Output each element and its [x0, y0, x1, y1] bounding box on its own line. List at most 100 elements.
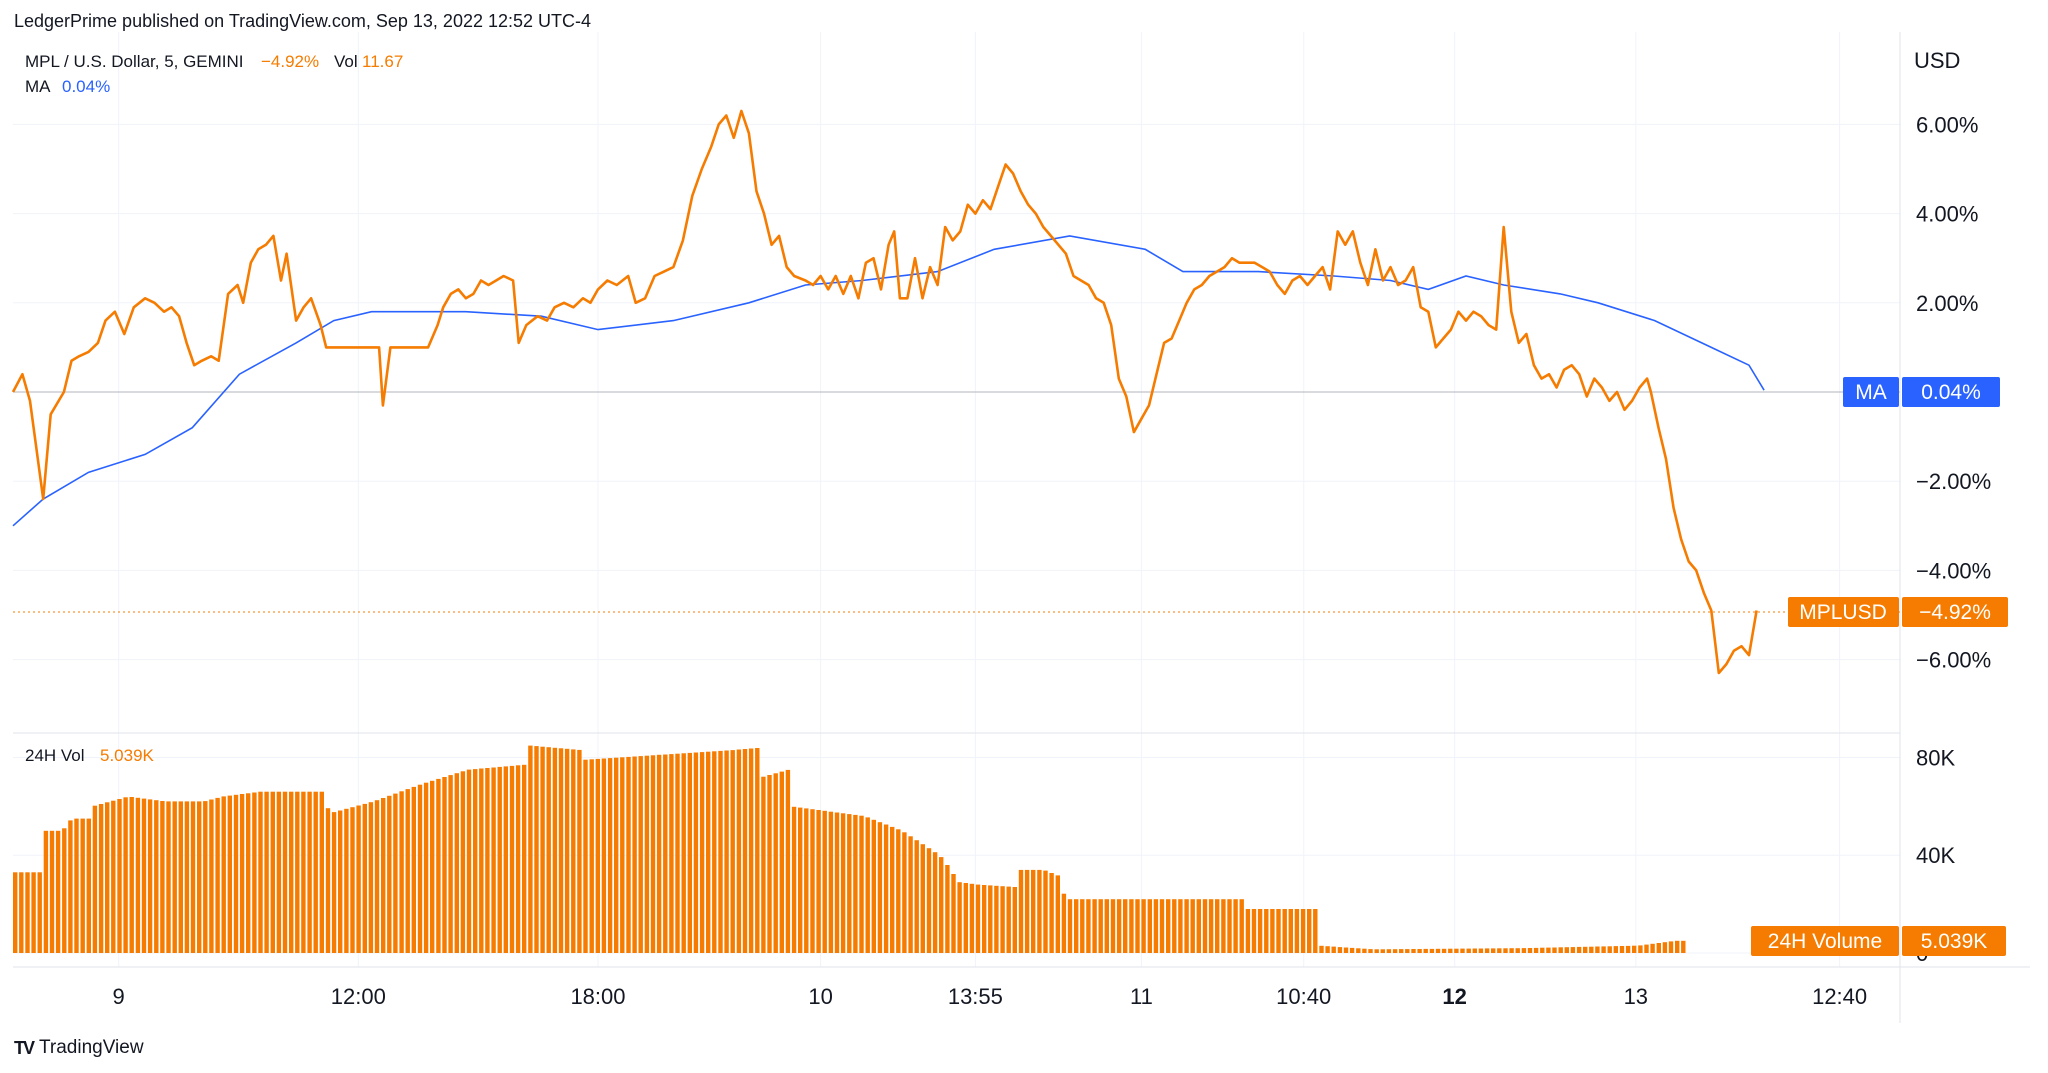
volume-bar: [442, 777, 447, 953]
volume-bar: [1215, 899, 1220, 953]
volume-bar: [1472, 948, 1477, 953]
volume-bar: [184, 801, 190, 953]
volume-bar: [338, 810, 343, 953]
volume-bar: [479, 768, 484, 953]
volume-bar: [957, 882, 962, 953]
volume-bar: [141, 798, 147, 953]
volume-bar: [558, 748, 564, 953]
time-axis[interactable]: 9 12:00 18:00 10 13:55 11 10:40 12 13 12:40: [113, 984, 1868, 1009]
legend-change: −4.92%: [261, 52, 319, 71]
volume-bar: [932, 852, 938, 953]
volume-badge-value: 5.039K: [1921, 930, 1988, 953]
legend-vol24-label[interactable]: 24H Vol: [25, 746, 85, 765]
volume-bar: [1178, 899, 1183, 953]
volume-bar: [883, 824, 889, 953]
legend-vol-value: 11.67: [362, 52, 403, 71]
volume-bar: [393, 793, 398, 953]
time-tick-label: 12:40: [1812, 984, 1867, 1009]
volume-bar: [595, 758, 600, 953]
price-tick-label: −6.00%: [1916, 648, 1991, 673]
volume-bar: [620, 757, 625, 953]
volume-bar: [1325, 946, 1330, 953]
volume-bar: [926, 848, 932, 953]
volume-bar: [350, 807, 355, 953]
volume-bar: [1644, 944, 1649, 953]
volume-bar: [908, 836, 913, 953]
volume-bar: [528, 745, 533, 953]
time-tick-label: 11: [1130, 984, 1153, 1009]
ma-badge-name: MA: [1855, 381, 1887, 404]
volume-bar: [1067, 899, 1073, 953]
volume-bar: [31, 872, 36, 953]
volume-bar: [19, 872, 24, 953]
volume-bar: [301, 791, 306, 953]
volume-bar: [1159, 899, 1165, 953]
volume-bar: [509, 765, 515, 953]
volume-bar: [497, 766, 502, 953]
volume-bar: [650, 755, 656, 953]
volume-bar: [460, 771, 466, 953]
volume-bar: [1521, 948, 1527, 953]
volume-bar: [546, 747, 551, 953]
volume-bar: [381, 798, 386, 953]
volume-bar: [43, 830, 49, 953]
volume-bar: [607, 758, 613, 953]
volume-bar: [1625, 945, 1631, 953]
volume-bar: [1184, 899, 1189, 953]
volume-bar: [307, 791, 312, 953]
volume-bar: [1074, 899, 1079, 953]
volume-bar: [1399, 949, 1404, 953]
volume-bar: [877, 822, 883, 953]
volume-bar: [197, 801, 202, 953]
volume-bar: [1337, 947, 1343, 953]
volume-bar: [1202, 899, 1208, 953]
volume-bar: [1282, 909, 1287, 953]
time-tick-label: 12:00: [331, 984, 386, 1009]
volume-tick-label: 40K: [1916, 843, 1955, 868]
volume-bar: [154, 800, 159, 953]
volume-bar: [221, 796, 226, 953]
volume-bar: [160, 801, 165, 953]
volume-bar: [534, 746, 539, 953]
legend-symbol[interactable]: MPL / U.S. Dollar, 5, GEMINI: [25, 52, 244, 71]
volume-bar: [1012, 887, 1017, 953]
volume-bar: [571, 749, 576, 953]
volume-bar: [1466, 948, 1471, 953]
volume-bar: [859, 815, 864, 953]
volume-bar: [1662, 942, 1668, 953]
legend-ma-value: 0.04%: [62, 77, 110, 96]
footer-brand[interactable]: TradingView: [39, 1037, 144, 1058]
volume-bar: [663, 754, 668, 953]
volume-bar: [405, 789, 410, 953]
volume-bar: [1509, 948, 1514, 953]
volume-bar: [190, 801, 196, 953]
volume-bar: [1110, 899, 1116, 953]
volume-bar: [1454, 948, 1459, 953]
volume-bar: [1527, 948, 1533, 953]
volume-bar: [1331, 946, 1336, 953]
volume-bar: [1196, 899, 1201, 953]
volume-bar: [1104, 899, 1109, 953]
volume-bar: [282, 791, 288, 953]
volume-bar: [1245, 909, 1251, 953]
volume-bar: [755, 748, 760, 953]
volume-bar: [1607, 946, 1612, 953]
volume-bar: [920, 844, 925, 953]
volume-bar: [847, 814, 852, 953]
volume-bar: [387, 795, 392, 953]
volume-badge: 24H Volume 5.039K: [1751, 926, 2006, 956]
volume-bar: [264, 791, 269, 953]
price-tick-label: −2.00%: [1916, 469, 1991, 494]
volume-bar: [1221, 899, 1226, 953]
price-axis[interactable]: USD 6.00% 4.00% 2.00% −2.00% −4.00% −6.00%: [1914, 48, 1991, 673]
ma-badge-value: 0.04%: [1921, 381, 1981, 404]
tradingview-logo-icon[interactable]: TV: [14, 1037, 35, 1058]
time-tick-label: 13: [1624, 984, 1648, 1009]
volume-bar: [399, 791, 404, 953]
legend-ma-label[interactable]: MA: [25, 77, 51, 96]
volume-bar: [834, 812, 840, 953]
volume-bar: [1031, 869, 1036, 953]
volume-bar: [233, 794, 239, 953]
volume-bar: [1172, 899, 1177, 953]
